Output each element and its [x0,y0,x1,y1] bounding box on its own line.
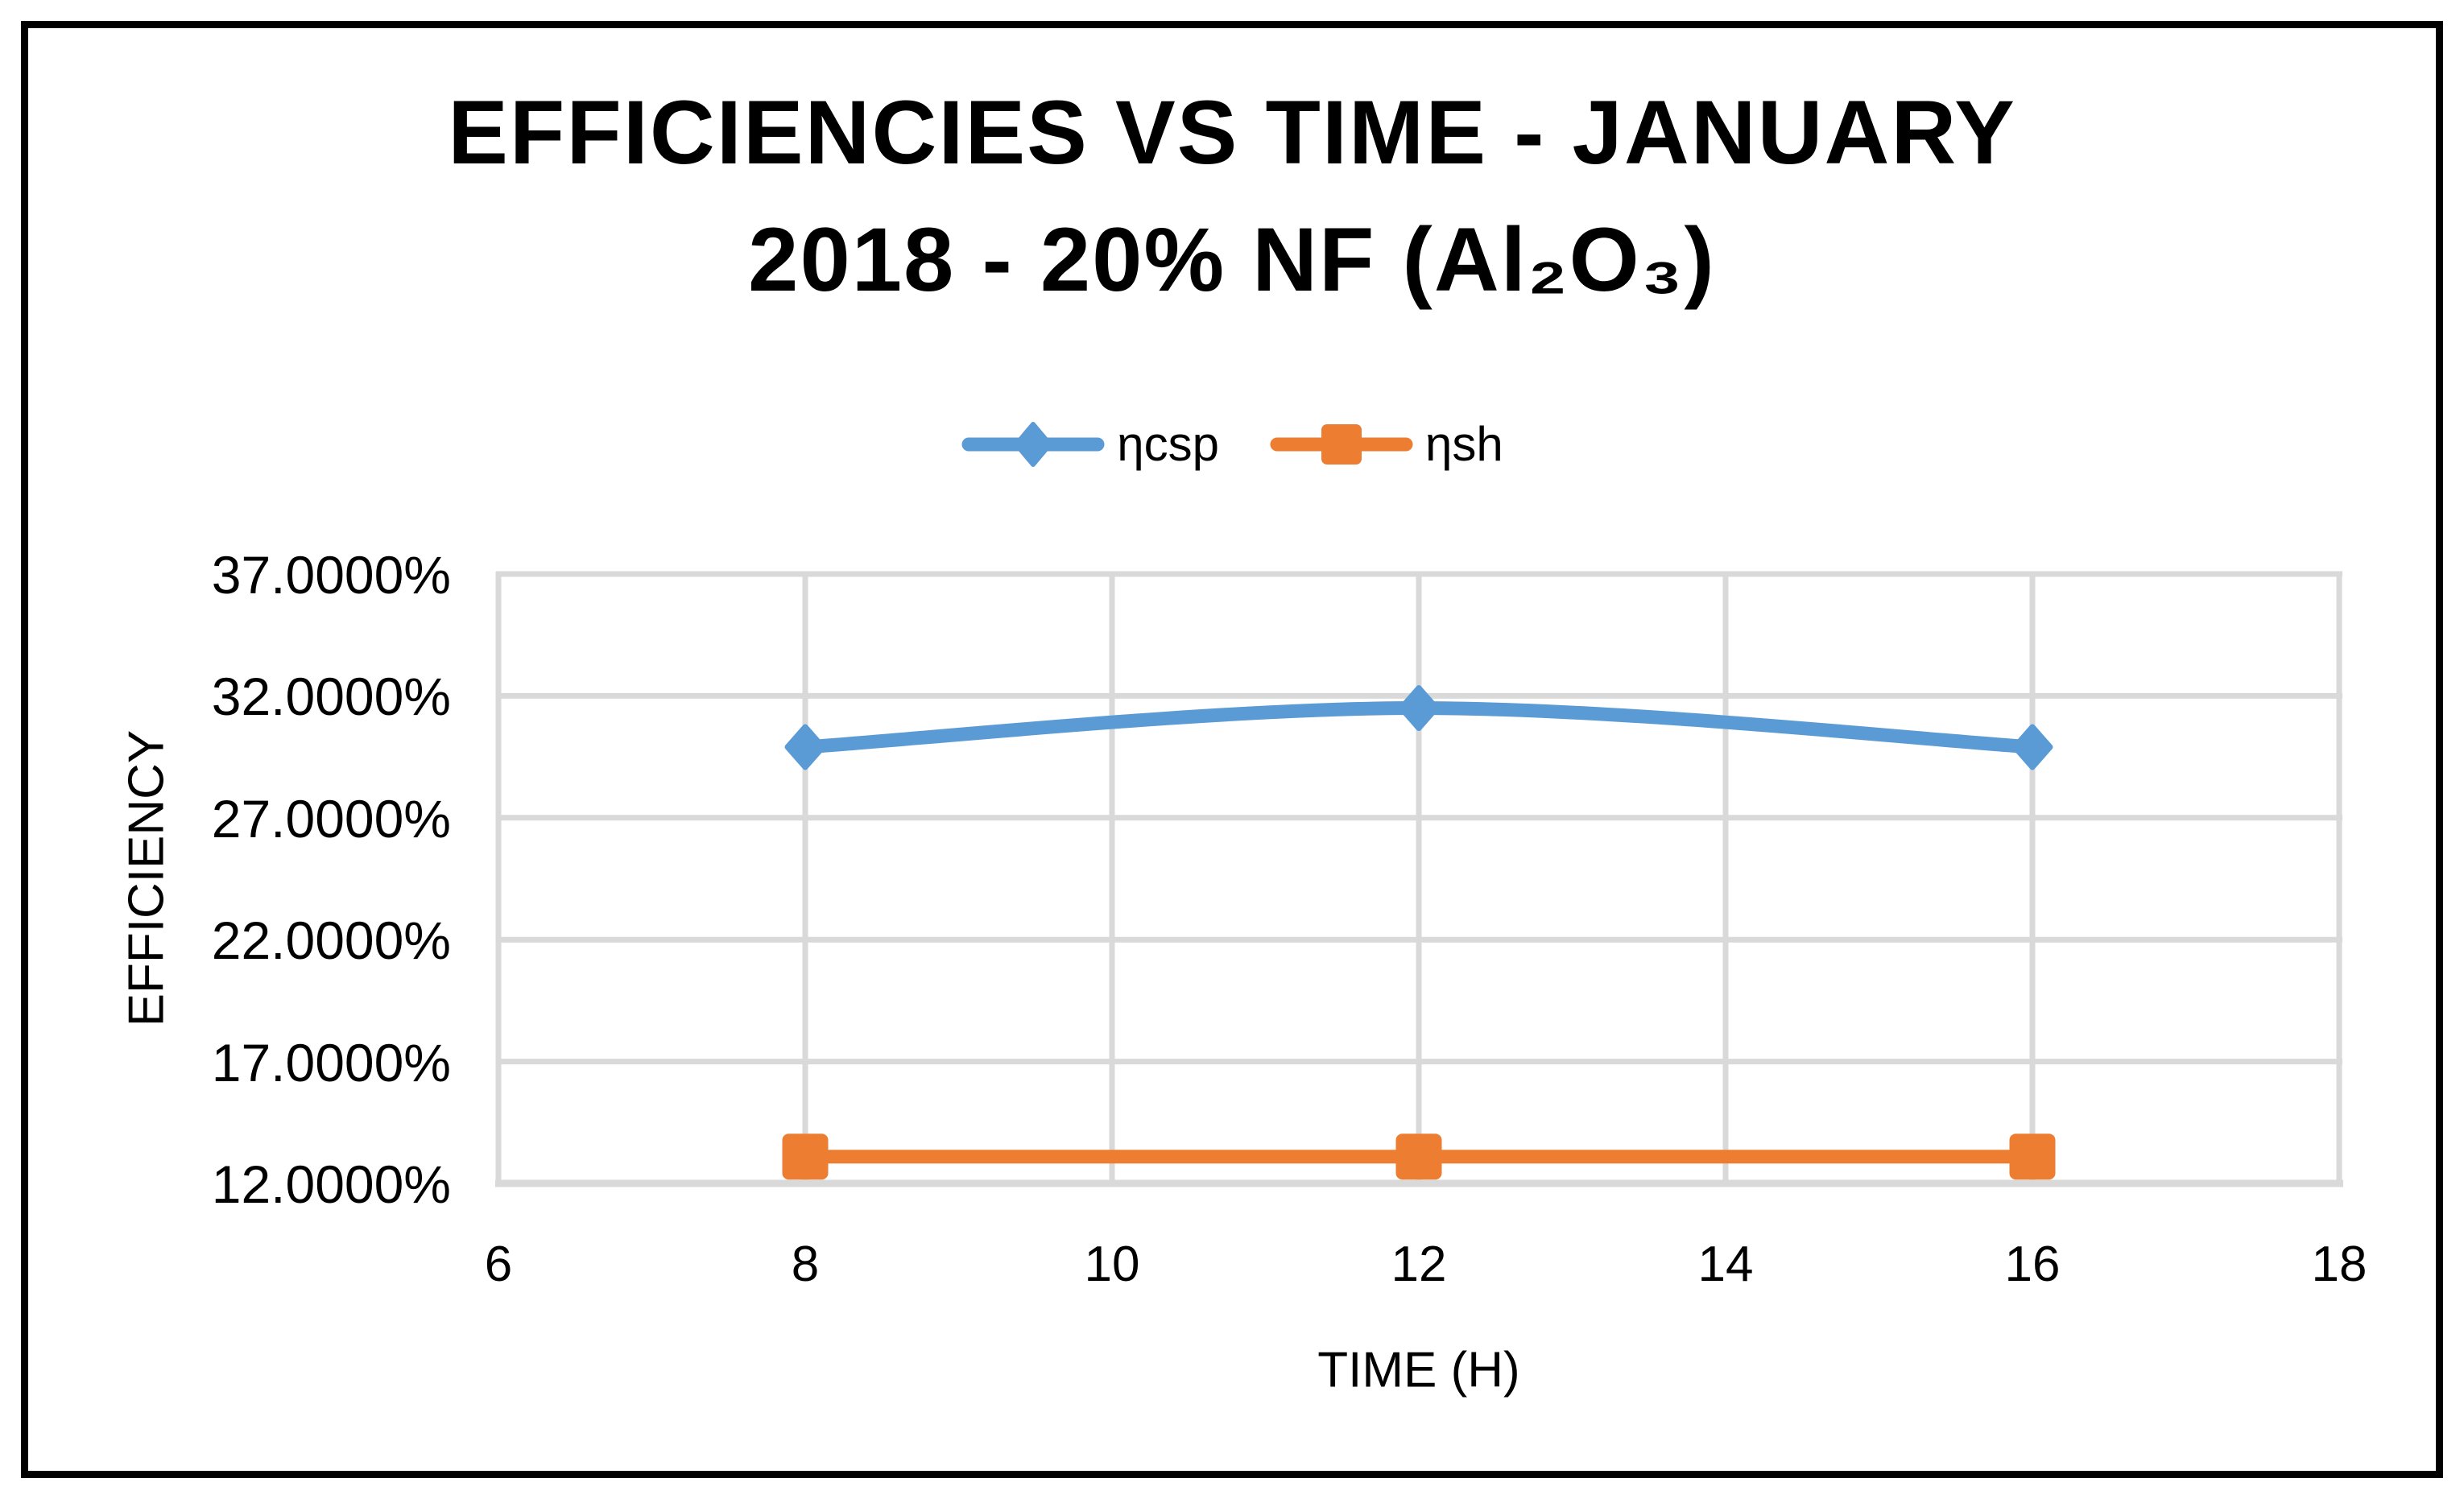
y-tick-label: 12.0000% [211,1154,451,1214]
y-tick-label: 32.0000% [211,667,451,727]
marker-diamond [1398,685,1440,732]
legend-label-ncsp: ηcsp [1117,417,1219,471]
x-axis-title: TIME (H) [1317,1342,1520,1398]
x-tick-label: 12 [1391,1237,1447,1292]
y-tick-label: 37.0000% [211,545,451,605]
legend-item-ncsp: ηcsp [961,412,1219,477]
legend: ηcsp ηsh [0,412,2464,477]
x-tick-label: 10 [1084,1237,1140,1292]
legend-marker-nsh-icon [1270,424,1413,465]
chart-title-line1: EFFICIENCIES VS TIME - JANUARY [448,82,2016,183]
marker-square [1395,1134,1442,1180]
x-tick-label: 16 [2004,1237,2061,1292]
chart-title: EFFICIENCIES VS TIME - JANUARY 2018 - 20… [0,69,2464,324]
y-tick-label: 27.0000% [211,788,451,849]
x-tick-label: 14 [1697,1237,1754,1292]
marker-square [2009,1134,2056,1180]
x-tick-label: 8 [791,1237,820,1292]
marker-square [782,1134,829,1180]
legend-label-nsh: ηsh [1425,417,1503,471]
chart-title-line2: 2018 - 20% NF (Al₂O₃) [748,209,1716,310]
marker-diamond [784,724,826,770]
x-tick-label: 6 [484,1237,513,1292]
y-tick-label: 22.0000% [211,911,451,971]
y-axis-title: EFFICIENCY [118,729,175,1027]
legend-item-nsh: ηsh [1269,412,1503,477]
y-tick-label: 17.0000% [211,1032,451,1092]
x-tick-label: 18 [2311,1237,2367,1292]
marker-diamond [2011,724,2053,770]
legend-marker-ncsp-icon [961,422,1105,467]
